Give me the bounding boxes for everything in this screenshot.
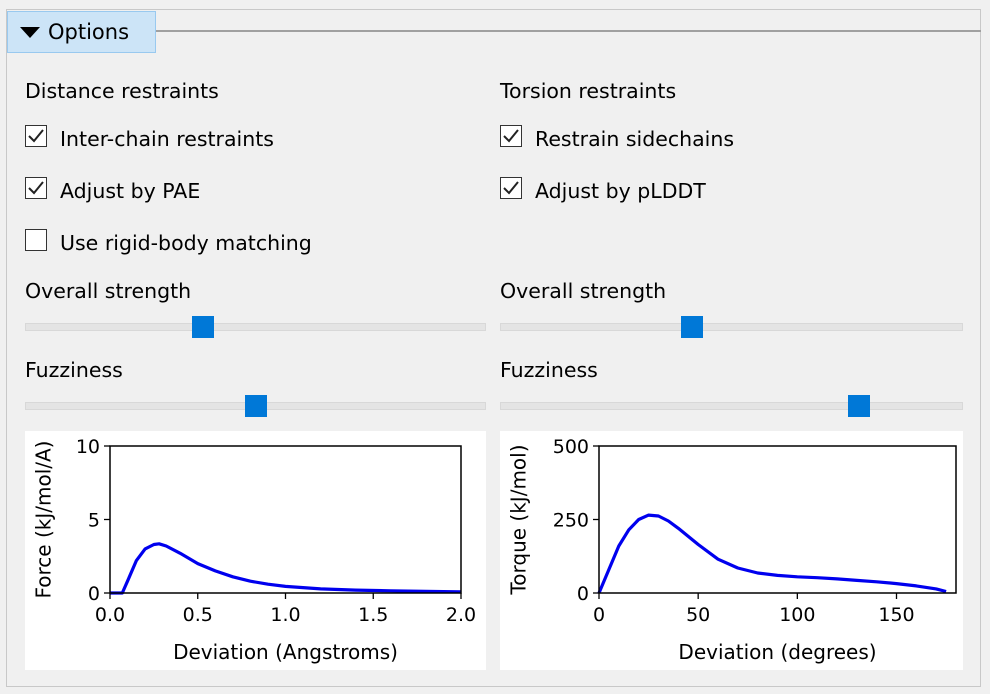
restrain-sidechains-label[interactable]: Restrain sidechains <box>535 127 735 151</box>
triangle-down-icon <box>20 26 40 38</box>
torsion-strength-slider-track[interactable] <box>500 323 963 331</box>
x-tick-label: 1.5 <box>358 604 388 626</box>
checkmark-icon <box>28 129 44 143</box>
torsion-fuzziness-slider-handle[interactable] <box>848 395 871 417</box>
distance-strength-slider-track[interactable] <box>25 323 486 331</box>
inter-chain-restraints-checkbox[interactable] <box>25 125 47 147</box>
force-plot: 0.0 0.5 1.0 1.5 2.0 0 5 10 Deviation (Angstroms)… <box>25 431 486 670</box>
force-plot-svg: 0.0 0.5 1.0 1.5 2.0 0 5 10 Deviation (Angstroms)… <box>32 436 477 664</box>
y-tick-label: 0 <box>88 583 100 605</box>
axes-frame <box>598 445 957 594</box>
torsion-restraints-heading: Torsion restraints <box>500 79 677 103</box>
x-tick-label: 150 <box>878 604 914 626</box>
options-divider <box>156 30 981 32</box>
torsion-fuzziness-slider-track[interactable] <box>500 402 963 410</box>
axes-frame <box>109 445 462 594</box>
checkmark-icon <box>28 181 44 195</box>
inter-chain-restraints-label[interactable]: Inter-chain restraints <box>60 127 274 151</box>
distance-fuzziness-slider-handle[interactable] <box>244 395 267 417</box>
rigid-body-matching-label[interactable]: Use rigid-body matching <box>60 231 312 255</box>
torsion-fuzziness-label: Fuzziness <box>500 358 598 382</box>
y-tick-label: 500 <box>553 436 589 458</box>
torsion-strength-label: Overall strength <box>500 279 667 303</box>
options-toggle-button[interactable]: Options <box>7 11 156 53</box>
adjust-by-plddt-label[interactable]: Adjust by pLDDT <box>535 179 706 203</box>
series-line-torque <box>597 513 947 594</box>
options-panel-frame <box>6 9 981 687</box>
y-axis-label: Force (kJ/mol/A) <box>32 441 56 599</box>
y-tick-label: 0 <box>577 583 589 605</box>
restrain-sidechains-checkbox[interactable] <box>500 125 522 147</box>
torque-plot-svg: 0 50 100 150 0 250 500 Deviation (degrees) Torqu… <box>507 436 957 664</box>
x-tick-label: 0 <box>593 604 605 626</box>
x-tick-label: 0.5 <box>183 604 213 626</box>
y-tick-label: 250 <box>553 510 589 532</box>
checkmark-icon <box>503 129 519 143</box>
x-axis-label: Deviation (Angstroms) <box>173 640 398 664</box>
y-tick-label: 5 <box>88 510 100 532</box>
y-axis-label: Torque (kJ/mol) <box>507 444 531 595</box>
adjust-by-pae-checkbox[interactable] <box>25 177 47 199</box>
x-tick-label: 0.0 <box>95 604 125 626</box>
x-tick-label: 100 <box>779 604 815 626</box>
distance-restraints-heading: Distance restraints <box>25 79 219 103</box>
x-tick-label: 2.0 <box>446 604 476 626</box>
x-tick-label: 1.0 <box>270 604 300 626</box>
series-line-force <box>110 542 462 595</box>
distance-strength-slider-handle[interactable] <box>191 316 214 338</box>
rigid-body-matching-checkbox[interactable] <box>25 229 47 251</box>
x-axis-label: Deviation (degrees) <box>678 640 876 664</box>
torsion-strength-slider-handle[interactable] <box>680 316 703 338</box>
y-tick-label: 10 <box>76 436 100 458</box>
distance-fuzziness-label: Fuzziness <box>25 358 123 382</box>
torque-plot: 0 50 100 150 0 250 500 Deviation (degrees) Torqu… <box>500 431 963 670</box>
options-label: Options <box>48 20 130 44</box>
adjust-by-pae-label[interactable]: Adjust by PAE <box>60 179 201 203</box>
distance-strength-label: Overall strength <box>25 279 192 303</box>
x-tick-label: 50 <box>686 604 710 626</box>
checkmark-icon <box>503 181 519 195</box>
adjust-by-plddt-checkbox[interactable] <box>500 177 522 199</box>
